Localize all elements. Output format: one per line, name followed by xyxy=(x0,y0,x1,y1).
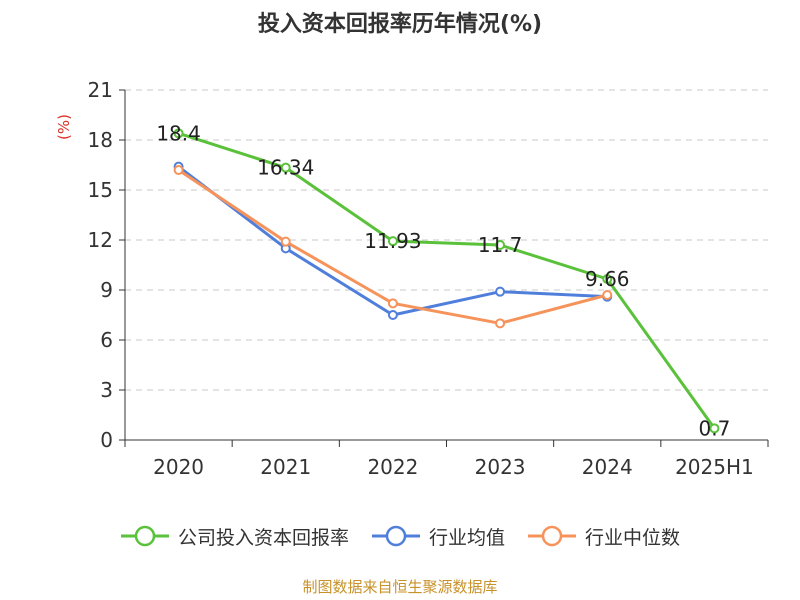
y-tick-label: 21 xyxy=(88,78,113,102)
legend-label: 行业均值 xyxy=(428,526,505,549)
y-tick-label: 18 xyxy=(88,128,113,152)
legend-label: 公司投入资本回报率 xyxy=(177,526,349,549)
data-point[interactable] xyxy=(709,423,720,434)
series-line-0 xyxy=(178,131,716,430)
y-tick-label: 6 xyxy=(100,328,113,352)
legend-item[interactable]: 行业中位数 xyxy=(527,523,680,550)
axes: 0 3 6 9 12 15 18 21 2020 2021 2022 2023 2024 2025H1 (%… xyxy=(55,78,769,479)
data-point[interactable] xyxy=(173,165,184,175)
data-label: 18.4 xyxy=(156,121,201,145)
source-note: 制图数据来自恒生聚源数据库 xyxy=(302,578,498,596)
data-label: 16.34 xyxy=(257,156,314,180)
y-tick-label: 12 xyxy=(88,228,113,252)
data-point[interactable] xyxy=(602,290,613,300)
y-tick-label: 3 xyxy=(100,378,113,402)
series-layer xyxy=(173,128,720,434)
x-tick-label: 2022 xyxy=(367,455,418,479)
y-axis-label: (%) xyxy=(55,114,73,140)
y-tick-label: 15 xyxy=(88,178,113,202)
x-tick-label: 2024 xyxy=(582,455,633,479)
legend-marker-icon xyxy=(120,525,169,547)
legend: 公司投入资本回报率 行业均值 行业中位数 xyxy=(0,520,800,552)
x-tick-label: 2025H1 xyxy=(675,455,754,479)
y-tick-label: 0 xyxy=(100,428,113,452)
data-point[interactable] xyxy=(173,128,184,139)
x-tick-label: 2020 xyxy=(153,455,204,479)
data-point[interactable] xyxy=(602,274,613,284)
data-point[interactable] xyxy=(387,310,398,320)
data-label: 11.93 xyxy=(364,229,421,253)
x-tick-label: 2023 xyxy=(475,455,526,479)
data-point[interactable] xyxy=(280,236,291,247)
legend-marker-icon xyxy=(528,525,576,547)
data-point[interactable] xyxy=(495,318,506,329)
chart-title: 投入资本回报率历年情况(%) xyxy=(257,12,543,37)
data-point[interactable] xyxy=(495,240,506,250)
data-point[interactable] xyxy=(280,162,291,173)
data-labels: 18.4 16.34 11.93 11.7 9.66 0.7 xyxy=(156,121,730,440)
x-tick-label: 2021 xyxy=(260,455,311,479)
y-tick-label: 9 xyxy=(100,278,113,302)
data-point[interactable] xyxy=(387,236,398,247)
legend-marker-icon xyxy=(371,525,420,547)
data-label: 9.66 xyxy=(585,267,630,291)
grid-lines xyxy=(125,89,768,391)
legend-item[interactable]: 公司投入资本回报率 xyxy=(120,523,349,550)
data-point[interactable] xyxy=(387,298,398,309)
data-label: 11.7 xyxy=(478,233,523,257)
legend-label: 行业中位数 xyxy=(585,526,681,549)
data-label: 0.7 xyxy=(699,416,731,440)
legend-item[interactable]: 行业均值 xyxy=(371,523,505,550)
data-point[interactable] xyxy=(495,286,506,297)
